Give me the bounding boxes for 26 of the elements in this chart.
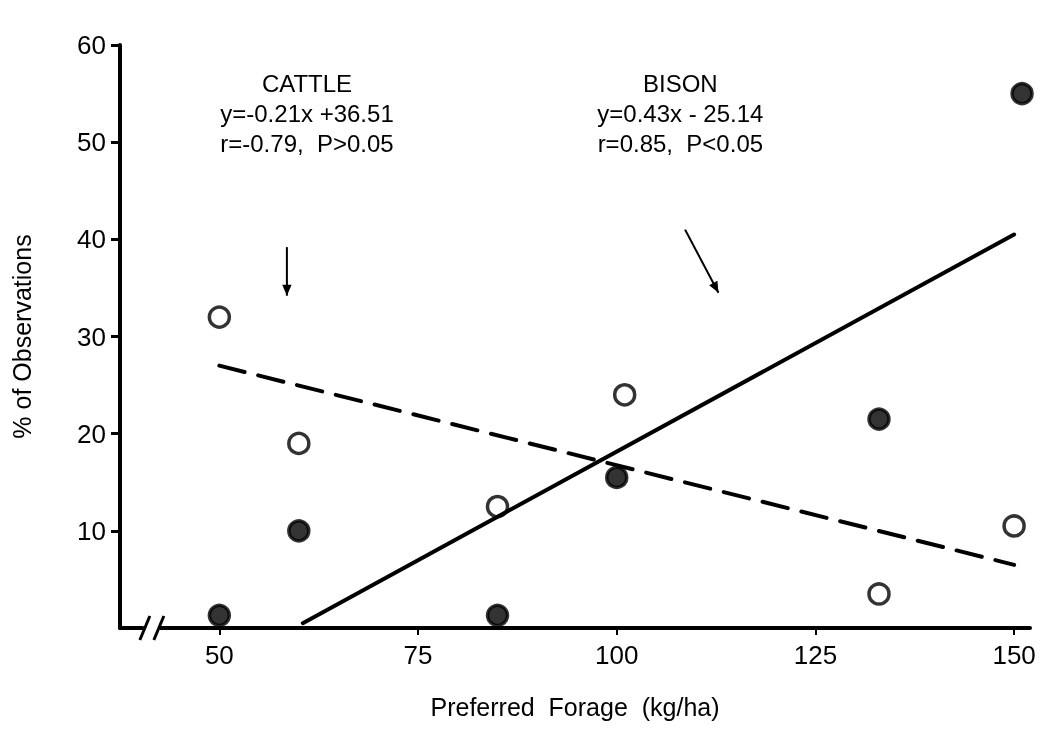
point	[207, 305, 232, 329]
x-axis-title: Preferred Forage (kg/ha)	[430, 692, 720, 721]
x-tick-label: 150	[992, 640, 1036, 670]
y-tick-label: 60	[77, 30, 106, 60]
y-tick-label: 50	[77, 127, 106, 158]
point	[867, 407, 891, 431]
point	[207, 603, 232, 628]
point	[1010, 81, 1034, 106]
point	[612, 383, 637, 407]
y-tick-label: 30	[77, 321, 106, 352]
y-tick-label: 20	[77, 418, 106, 449]
x-tick-label: 50	[204, 640, 234, 670]
annotation: BISON y=0.43x - 25.14 r=0.85, P<0.05	[597, 69, 764, 160]
x-tick-label: 75	[403, 640, 433, 670]
x-tick-label: 125	[793, 640, 838, 670]
y-tick-label: 10	[77, 515, 106, 546]
point	[287, 519, 311, 543]
point	[1002, 514, 1026, 538]
point	[867, 582, 891, 606]
annotation: CATTLE y=-0.21x +36.51 r=-0.79, P>0.05	[220, 69, 394, 160]
x-tick-label: 100	[595, 640, 639, 670]
y-tick-label: 40	[77, 224, 106, 255]
y-axis-title: % of Observations	[7, 234, 36, 439]
point	[605, 465, 629, 490]
point	[485, 603, 510, 628]
point	[287, 431, 311, 456]
